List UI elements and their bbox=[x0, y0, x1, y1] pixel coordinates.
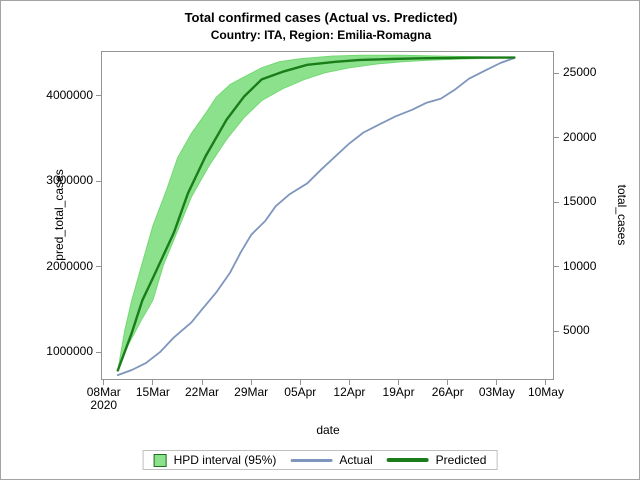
y-left-tick-mark bbox=[96, 180, 101, 182]
y-left-tick-mark bbox=[96, 266, 101, 268]
x-tick-mark bbox=[545, 380, 547, 385]
x-tick-mark bbox=[103, 380, 105, 385]
x-tick-mark bbox=[152, 380, 154, 385]
x-tick-label: 12Apr bbox=[333, 385, 366, 399]
y-right-tick-label: 20000 bbox=[563, 129, 597, 144]
x-tick-mark bbox=[447, 380, 449, 385]
x-tick-label: 22Mar bbox=[185, 385, 220, 399]
chart-title: Total confirmed cases (Actual vs. Predic… bbox=[184, 10, 458, 25]
legend-swatch-actual bbox=[290, 458, 333, 462]
x-tick-mark bbox=[398, 380, 400, 385]
y-left-tick-label: 1000000 bbox=[46, 344, 93, 359]
x-tick-label: 08Mar 2020 bbox=[86, 385, 121, 412]
x-tick-mark bbox=[250, 380, 252, 385]
legend: HPD interval (95%) Actual Predicted bbox=[142, 450, 498, 470]
y-right-tick-mark bbox=[554, 137, 559, 139]
legend-label-predicted: Predicted bbox=[435, 453, 487, 467]
y-right-tick-mark bbox=[554, 72, 559, 74]
chart-subtitle: Country: ITA, Region: Emilia-Romagna bbox=[210, 28, 432, 42]
x-tick-mark bbox=[348, 380, 350, 385]
y-left-tick-mark bbox=[96, 95, 101, 97]
x-tick-label: 19Apr bbox=[382, 385, 415, 399]
x-tick-sublabel: 2020 bbox=[90, 398, 118, 412]
y-right-tick-label: 5000 bbox=[563, 323, 590, 338]
y-right-tick-mark bbox=[554, 330, 559, 332]
actual-line bbox=[116, 57, 516, 377]
y-left-tick-label: 3000000 bbox=[46, 173, 93, 188]
x-tick-mark bbox=[299, 380, 301, 385]
y-right-tick-label: 25000 bbox=[563, 65, 597, 80]
x-tick-mark bbox=[496, 380, 498, 385]
hpd-interval-band bbox=[117, 54, 505, 371]
legend-label-actual: Actual bbox=[339, 453, 373, 467]
predicted-line bbox=[116, 56, 516, 372]
y-right-tick-mark bbox=[554, 201, 559, 203]
y-left-tick-label: 4000000 bbox=[46, 87, 93, 102]
x-tick-label: 05Apr bbox=[284, 385, 317, 399]
y-right-tick-label: 15000 bbox=[563, 194, 597, 209]
x-tick-mark bbox=[201, 380, 203, 385]
y-right-tick-label: 10000 bbox=[563, 258, 597, 273]
y-right-tick-mark bbox=[554, 266, 559, 268]
y-left-tick-mark bbox=[96, 351, 101, 353]
y-left-tick-label: 2000000 bbox=[46, 258, 93, 273]
x-axis-label: date bbox=[316, 423, 340, 437]
y-axis-label-right: total_cases bbox=[615, 184, 629, 246]
x-tick-label: 26Apr bbox=[431, 385, 464, 399]
legend-swatch-hpd-interval bbox=[153, 453, 167, 467]
x-tick-label: 03May bbox=[478, 385, 515, 399]
plot-canvas bbox=[116, 54, 516, 377]
legend-swatch-predicted bbox=[386, 458, 429, 462]
x-tick-label: 10May bbox=[527, 385, 564, 399]
x-tick-label: 15Mar bbox=[135, 385, 170, 399]
legend-label-hpd-interval: HPD interval (95%) bbox=[173, 453, 277, 467]
plot-area bbox=[101, 51, 554, 380]
x-tick-label: 29Mar bbox=[234, 385, 269, 399]
